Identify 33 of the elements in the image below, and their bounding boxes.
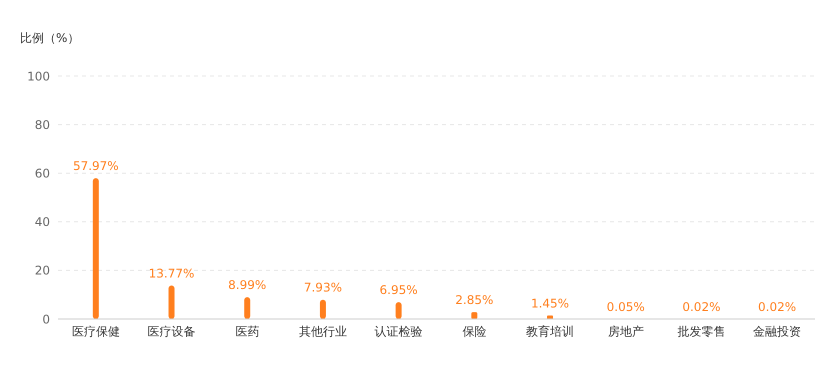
bar — [92, 178, 99, 319]
y-tick-label: 0 — [42, 312, 50, 326]
data-label: 57.97% — [72, 159, 119, 174]
bar — [168, 286, 175, 319]
y-tick-label: 20 — [34, 264, 50, 278]
y-tick-label: 40 — [34, 215, 50, 230]
x-tick-label: 保险 — [462, 324, 486, 339]
y-tick-label: 80 — [34, 118, 50, 132]
bar — [244, 297, 250, 319]
x-tick-label: 批发零售 — [677, 324, 726, 339]
data-label: 2.85% — [455, 293, 494, 308]
bar — [396, 302, 402, 319]
data-label: 13.77% — [148, 266, 194, 281]
y-tick-label: 60 — [34, 166, 50, 180]
data-label: 7.93% — [304, 280, 342, 295]
y-tick-label: 100 — [27, 69, 50, 84]
data-label: 1.45% — [530, 296, 570, 310]
data-label: 0.02% — [758, 300, 796, 314]
bar — [320, 300, 326, 319]
data-label: 6.95% — [380, 283, 418, 298]
x-tick-label: 房地产 — [608, 324, 644, 339]
data-label: 8.99% — [228, 278, 266, 292]
data-label: 0.02% — [682, 300, 720, 314]
x-tick-label: 金融投资 — [753, 324, 802, 339]
x-tick-label: 教育培训 — [526, 324, 574, 339]
x-tick-label: 医疗设备 — [148, 324, 196, 339]
x-tick-label: 认证检验 — [374, 324, 423, 339]
y-axis-title: 比例（%） — [20, 30, 80, 47]
bar — [471, 312, 478, 319]
x-tick-label: 医疗保健 — [72, 324, 120, 339]
data-label: 0.05% — [606, 300, 645, 314]
x-tick-label: 医药 — [235, 324, 260, 339]
x-tick-label: 其他行业 — [298, 324, 347, 339]
